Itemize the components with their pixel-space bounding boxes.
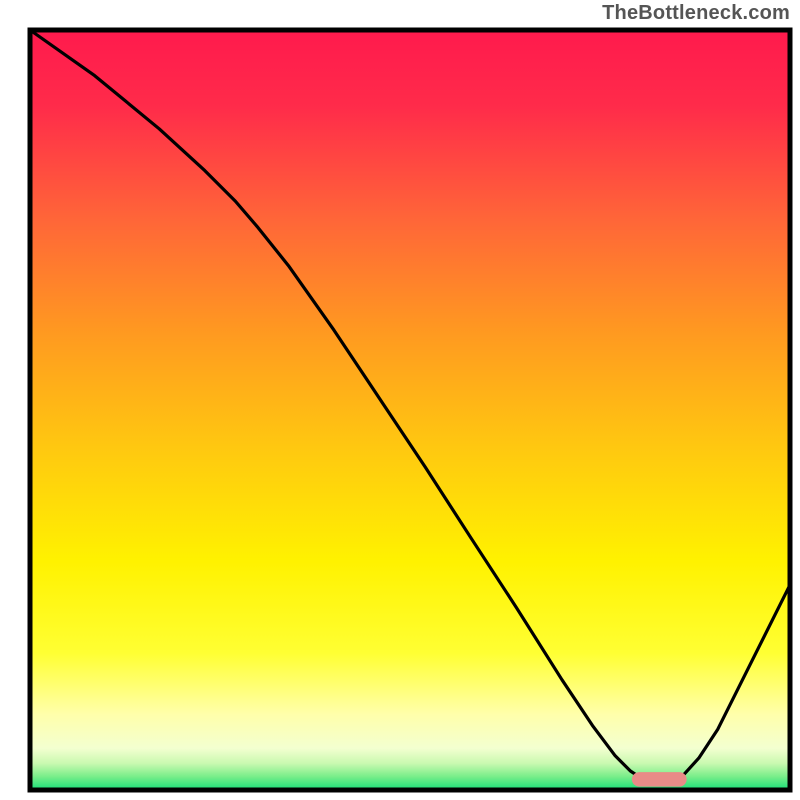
bottleneck-chart [0, 0, 800, 800]
chart-background [30, 30, 790, 790]
optimal-marker [632, 772, 687, 786]
